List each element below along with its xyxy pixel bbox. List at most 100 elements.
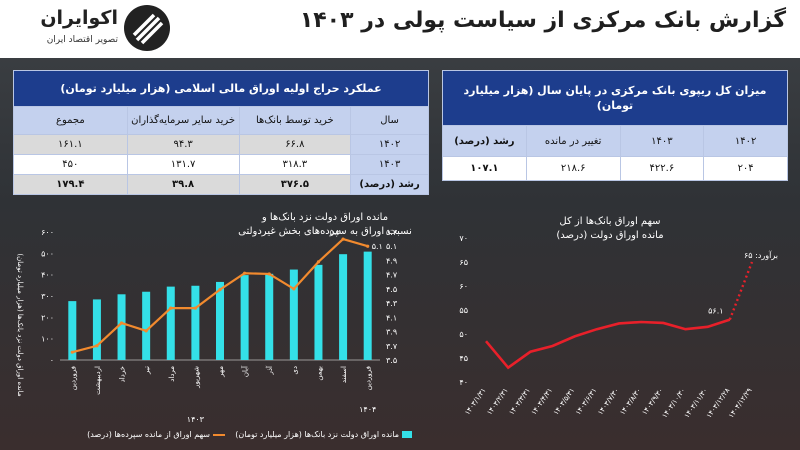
page-title: گزارش بانک مرکزی از سیاست پولی در ۱۴۰۳ — [299, 8, 786, 33]
left-y2tick-label: ۳.۵ — [386, 356, 397, 365]
legend-line-swatch — [213, 433, 225, 436]
legend-line: سهم اوراق از مانده سپرده‌ها (درصد) — [87, 430, 225, 439]
repo-cell: ۲۱۸.۶ — [525, 156, 621, 181]
repo-cell: ۴۲۲.۶ — [619, 156, 705, 181]
repo-header-growth: رشد (درصد) — [442, 125, 527, 157]
right-xtick-label: ۱۴۰۳/۷/۳۰ — [596, 387, 620, 417]
bond-header-total: مجموع — [13, 106, 128, 135]
bank-bonds-chart: مانده اوراق دولت نزد بانک‌ها و نسبت اورا… — [16, 212, 412, 424]
left-xtick-label: تیر — [143, 366, 151, 375]
left-chart-ylabel: مانده اوراق دولت نزد بانک‌ها (هزار میلیا… — [16, 253, 24, 396]
bond-row-1403-label: ۱۴۰۳ — [350, 154, 429, 175]
logo-tagline: تصویر اقتصاد ایران — [46, 35, 118, 45]
year-label: ۱۴۰۳ — [187, 415, 205, 424]
right-xtick-label: ۱۴۰۳/۹/۳۰ — [641, 387, 665, 417]
left-xtick-label: فروردین — [365, 366, 373, 390]
left-xtick-label: اسفند — [340, 366, 348, 383]
deposit-share-point — [316, 260, 321, 264]
bar — [265, 273, 274, 360]
logo-stripes-icon — [125, 6, 169, 50]
left-y2tick-label: ۴.۳ — [386, 299, 398, 308]
logo-name: اکوایران — [40, 7, 118, 29]
bond-cell: ۶۶.۸ — [238, 134, 352, 155]
bond-row-growth-label: رشد (درصد) — [350, 174, 429, 195]
repo-header-1403: ۱۴۰۳ — [619, 125, 705, 157]
bar — [314, 264, 323, 360]
estimate-dotted-line — [728, 261, 754, 321]
left-ytick-label: ۳۰۰ — [41, 292, 54, 301]
repo-cell: ۱۰۷.۱ — [442, 156, 527, 181]
bond-cell: ۳۹.۸ — [126, 174, 240, 195]
bar — [363, 251, 372, 360]
right-xtick-label: ۱۴۰۳/۱/۳۱ — [463, 387, 487, 417]
deposit-share-point — [243, 271, 247, 275]
left-ytick-label: ۰ — [50, 356, 54, 365]
logo: اکوایران تصویر اقتصاد ایران — [10, 5, 170, 53]
bond-header-banks: خرید توسط بانک‌ها — [238, 106, 352, 135]
bar — [68, 301, 77, 360]
left-y2tick-label: ۴.۹ — [386, 256, 397, 265]
repo-table: میزان کل ریپوی بانک مرکزی در پایان سال (… — [442, 70, 788, 181]
header: گزارش بانک مرکزی از سیاست پولی در ۱۴۰۳ ا… — [0, 0, 800, 58]
bar — [117, 294, 126, 360]
left-y2tick-label: ۴.۵ — [386, 285, 397, 294]
left-ytick-label: ۴۰۰ — [41, 271, 54, 280]
deposit-share-point — [292, 287, 296, 291]
bond-auction-table: عملکرد حراج اولیه اوراق مالی اسلامی (هزا… — [13, 70, 429, 195]
right-ytick-label: ۶۰ — [459, 282, 468, 291]
deposit-share-point — [267, 272, 271, 276]
left-y2tick-label: ۴.۱ — [386, 313, 397, 322]
right-xtick-label: ۱۴۰۳/۴/۳۱ — [530, 387, 554, 417]
right-xtick-label: ۱۴۰۳/۲/۳۱ — [485, 387, 509, 417]
right-xtick-label: ۱۴۰۳/۶/۳۱ — [574, 387, 598, 417]
legend-bars: مانده اوراق دولت نزد بانک‌ها (هزار میلیا… — [235, 430, 412, 439]
left-y2tick-label: ۳.۹ — [386, 328, 397, 337]
repo-header-change: تغییر در مانده — [525, 125, 621, 157]
legend-bars-label: مانده اوراق دولت نزد بانک‌ها (هزار میلیا… — [235, 430, 399, 439]
left-xtick-label: آذر — [265, 365, 274, 375]
logo-icon — [124, 5, 170, 51]
left-ytick-label: ۶۰۰ — [41, 228, 54, 237]
left-xtick-label: دی — [291, 366, 299, 375]
bar — [216, 281, 224, 360]
right-ytick-label: ۴۵ — [459, 354, 468, 363]
data-label: ۵۶.۱ — [708, 307, 723, 316]
bond-cell: ۱۷۹.۴ — [13, 174, 128, 195]
left-xtick-label: آبان — [241, 365, 250, 377]
bond-row-1402-label: ۱۴۰۲ — [350, 134, 429, 155]
bar — [92, 299, 101, 360]
bond-cell: ۹۴.۳ — [126, 134, 240, 155]
bond-cell: ۱۳۱.۷ — [126, 154, 240, 175]
right-ytick-label: ۵۰ — [459, 330, 468, 339]
deposit-share-point — [169, 306, 173, 310]
deposit-share-point — [95, 344, 99, 348]
repo-cell: ۲۰۴ — [703, 156, 788, 181]
left-ytick-label: ۲۰۰ — [41, 313, 54, 322]
bar — [191, 285, 200, 360]
right-xtick-label: ۱۴۰۳/۳/۳۱ — [508, 387, 532, 417]
left-chart-title-1: مانده اوراق دولت نزد بانک‌ها و — [261, 212, 388, 223]
left-chart-title-2: نسبت اوراق به سپرده‌های بخش غیردولتی — [238, 226, 412, 237]
deposit-share-point — [70, 350, 74, 354]
repo-header-1402: ۱۴۰۲ — [703, 125, 788, 157]
bar — [339, 254, 348, 360]
right-chart-title-2: مانده اوراق دولت (درصد) — [556, 230, 663, 241]
left-xtick-label: مرداد — [168, 366, 176, 382]
bar — [166, 286, 175, 360]
deposit-share-point — [193, 306, 197, 310]
left-y2tick-label: ۳.۷ — [386, 342, 398, 351]
bank-share-chart: سهم اوراق بانک‌ها از کل مانده اوراق دولت… — [459, 216, 778, 420]
bond-table-title: عملکرد حراج اولیه اوراق مالی اسلامی (هزا… — [13, 70, 429, 107]
deposit-share-point — [144, 329, 148, 333]
bond-cell: ۳۷۶.۵ — [238, 174, 352, 195]
deposit-share-point — [119, 321, 124, 325]
right-chart-title-1: سهم اوراق بانک‌ها از کل — [559, 216, 660, 227]
right-ytick-label: ۷۰ — [459, 234, 468, 243]
left-ytick-label: ۵۰۰ — [41, 249, 54, 258]
bond-header-year: سال — [350, 106, 429, 135]
legend-line-label: سهم اوراق از مانده سپرده‌ها (درصد) — [87, 430, 210, 439]
bond-cell: ۳۱۸.۳ — [238, 154, 352, 175]
left-y2tick-label: ۵.۳ — [386, 228, 398, 237]
right-ytick-label: ۶۵ — [459, 258, 468, 267]
right-xtick-label: ۱۴۰۳/۵/۳۱ — [552, 387, 576, 417]
